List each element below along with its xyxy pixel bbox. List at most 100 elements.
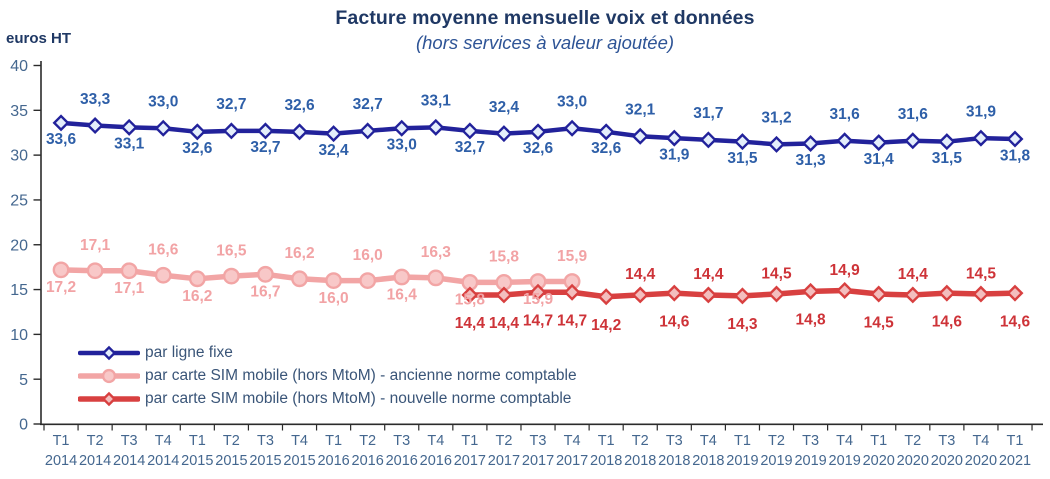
x-tick-quarter: T1	[189, 433, 206, 449]
x-tick-quarter: T1	[53, 433, 70, 449]
x-tick-quarter: T3	[121, 433, 138, 449]
x-tick-year: 2020	[863, 453, 895, 469]
diamond-marker	[904, 132, 922, 150]
circle-marker	[257, 265, 274, 283]
data-label: 14,5	[966, 265, 997, 282]
series-line	[58, 267, 575, 286]
diamond-marker	[427, 118, 445, 136]
diamond-marker	[733, 133, 751, 151]
diamond-marker	[101, 345, 117, 360]
diamond-marker	[597, 123, 615, 141]
x-tick-quarter: T3	[938, 433, 955, 449]
diamond-marker	[154, 119, 172, 137]
data-label: 32,6	[182, 140, 213, 157]
y-tick-label: 10	[10, 327, 28, 344]
series-2	[461, 281, 1024, 306]
data-label: 14,6	[659, 313, 690, 330]
diamond-marker	[699, 286, 717, 304]
diamond-marker	[1006, 284, 1024, 302]
diamond-marker	[768, 285, 786, 303]
x-tick-year: 2017	[454, 453, 486, 469]
x-tick-year: 2019	[726, 453, 758, 469]
diamond-marker	[222, 122, 240, 140]
data-label: 14,7	[523, 313, 553, 330]
x-tick-quarter: T4	[564, 433, 581, 449]
x-tick-year: 2020	[965, 453, 997, 469]
x-tick-quarter: T1	[734, 433, 751, 449]
line-diamond-marker-icon	[78, 345, 140, 360]
circle-marker	[188, 270, 206, 288]
data-label: 32,7	[353, 96, 383, 113]
x-tick-year: 2014	[79, 453, 111, 469]
data-label: 16,0	[319, 290, 349, 307]
x-tick-quarter: T1	[870, 433, 887, 449]
y-axis-title: euros HT	[6, 30, 72, 47]
chart-title: Facture moyenne mensuelle voix et donnée…	[335, 7, 755, 29]
x-tick-quarter: T1	[325, 433, 342, 449]
x-tick-year: 2019	[760, 453, 792, 469]
diamond-marker	[904, 286, 922, 304]
data-label: 33,0	[387, 137, 417, 154]
diamond-marker	[461, 286, 479, 304]
y-tick-label: 40	[10, 58, 28, 75]
x-tick-year: 2018	[624, 453, 656, 469]
data-label: 32,7	[216, 96, 246, 113]
data-label: 17,1	[114, 280, 145, 297]
legend-item-ligne-fixe: par ligne fixe	[78, 342, 577, 363]
diamond-marker	[256, 122, 274, 140]
x-tick-year: 2019	[794, 453, 826, 469]
series-0	[52, 114, 1024, 153]
x-tick-year: 2015	[249, 453, 281, 469]
data-label: 17,2	[46, 279, 76, 296]
diamond-marker	[495, 125, 513, 143]
y-tick-label: 35	[10, 103, 28, 120]
data-label: 32,6	[523, 140, 554, 157]
diamond-marker	[563, 119, 581, 137]
circle-marker	[120, 262, 138, 280]
diamond-marker	[870, 134, 888, 152]
x-tick-year: 2021	[999, 453, 1031, 469]
line-diamond-marker-icon	[78, 391, 140, 406]
diamond-marker	[120, 118, 138, 136]
y-tick-label: 25	[10, 193, 28, 210]
x-tick-year: 2020	[897, 453, 929, 469]
data-label: 14,4	[455, 315, 486, 332]
x-tick-year: 2014	[147, 453, 179, 469]
diamond-marker	[665, 284, 683, 302]
x-tick-year: 2016	[317, 453, 349, 469]
data-label: 16,6	[148, 242, 179, 259]
data-label: 31,9	[966, 103, 997, 120]
x-tick-quarter: T2	[904, 433, 921, 449]
data-label: 31,7	[693, 105, 723, 122]
data-label: 33,1	[114, 136, 145, 153]
x-tick-quarter: T1	[461, 433, 478, 449]
data-label: 31,3	[795, 152, 826, 169]
data-label: 15,8	[455, 292, 486, 309]
data-label: 16,2	[182, 288, 212, 305]
diamond-marker	[972, 285, 990, 303]
diamond-marker	[563, 283, 581, 301]
x-tick-quarter: T4	[972, 433, 989, 449]
x-tick-quarter: T2	[87, 433, 104, 449]
data-label: 16,7	[250, 284, 280, 301]
x-tick-quarter: T2	[632, 433, 649, 449]
series-labels-0: 33,6 33,3 33,1 33,0 32,6 32,7 32,7 32,6 32,4 32,7…	[46, 91, 1031, 169]
diamond-marker	[631, 127, 649, 145]
data-label: 33,0	[148, 94, 178, 111]
circle-marker	[86, 262, 104, 280]
x-tick-year: 2018	[590, 453, 622, 469]
y-tick-label: 30	[10, 148, 28, 165]
data-label: 33,3	[80, 91, 111, 108]
diamond-marker	[665, 129, 683, 147]
data-label: 14,7	[557, 313, 587, 330]
diamond-marker	[495, 286, 513, 304]
legend-label-ligne-fixe: par ligne fixe	[145, 343, 233, 361]
diamond-marker	[699, 131, 717, 149]
data-label: 32,4	[489, 99, 520, 116]
diamond-marker	[836, 132, 854, 150]
data-label: 31,5	[932, 150, 963, 167]
x-tick-year: 2015	[215, 453, 247, 469]
circle-marker	[154, 266, 172, 284]
data-label: 14,5	[761, 265, 792, 282]
